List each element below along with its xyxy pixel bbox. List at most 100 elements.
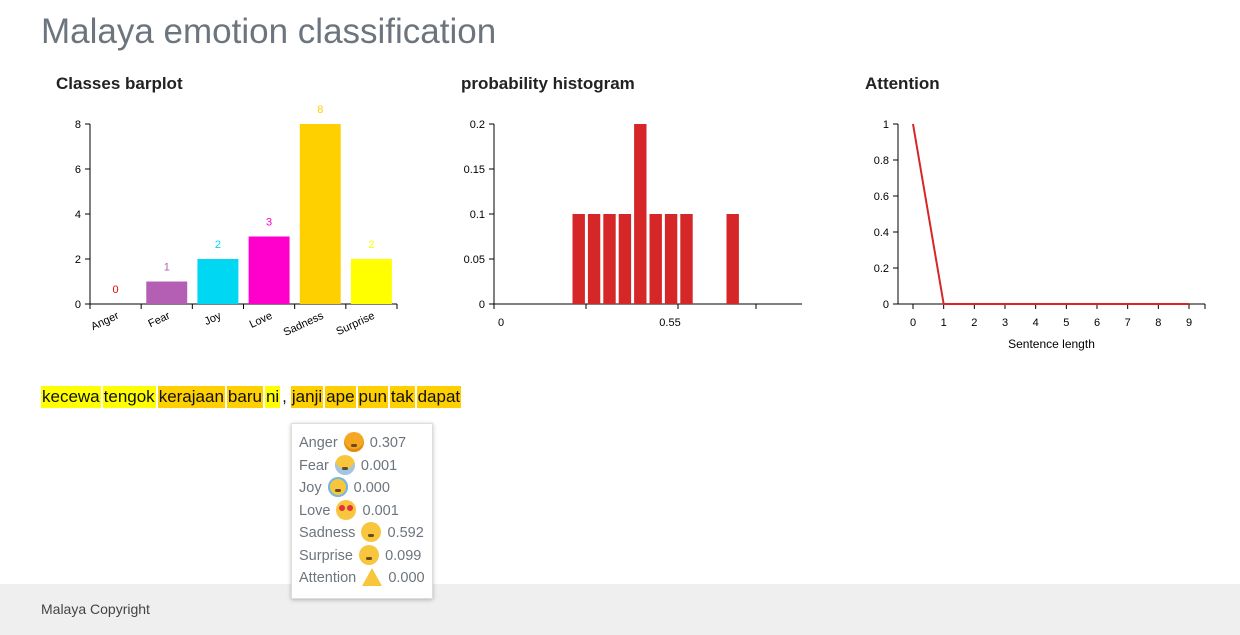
page-title: Malaya emotion classification [41,12,497,51]
hist-bar [587,214,601,304]
hist-y-tick-label: 0.2 [470,119,485,131]
tooltip-label: Joy [299,480,322,496]
sentence-word[interactable]: tak [389,386,415,408]
bar-chart-title: Classes barplot [56,74,183,93]
tooltip-value: 0.099 [385,547,422,564]
attn-x-tick-label: 2 [971,317,977,329]
tooltip-value: 0.001 [362,502,399,519]
attn-x-tick-label: 5 [1063,317,1069,329]
attention-title: Attention [865,74,940,93]
fearful-face-icon [334,454,355,475]
angry-face-icon [343,432,364,453]
attn-x-tick-label: 9 [1186,317,1192,329]
sentence-word[interactable]: ni [264,386,281,408]
bar-love [248,236,290,304]
sentence-punctuation: , [282,387,287,406]
attn-x-tick-label: 6 [1094,317,1100,329]
bar-y-tick-label: 8 [75,119,81,131]
tooltip-label: Sadness [299,525,356,541]
tooltip-label: Love [299,502,331,519]
histogram-title: probability histogram [461,74,635,93]
sentence-word[interactable]: kerajaan [157,386,225,408]
tooltip-value: 0.001 [360,457,398,474]
bar-data-label: 2 [368,239,374,251]
sentence-word[interactable]: ape [325,386,356,408]
hist-bar [664,214,678,304]
bar-fear [146,281,188,304]
highlighted-sentence: kecewa tengok kerajaan baru ni, janji ape pun ta… [41,386,463,408]
bar-joy [197,259,239,304]
tooltip-row-anger: Anger 0.307 [299,432,432,455]
footer-copyright: Malaya Copyright [41,601,150,617]
bar-y-tick-label: 0 [75,299,81,311]
attention-line-chart: 0 0.2 0.4 0.6 0.8 1 0 1 2 3 4 5 6 7 8 9 Sentence length [874,119,1206,351]
attn-x-tick-label: 4 [1033,317,1039,329]
hist-bar [603,214,616,304]
bar-y-tick-label: 6 [75,164,81,176]
attn-x-axis-label: Sentence length [1008,337,1095,351]
bar-data-label: 8 [317,104,323,116]
sad-face-icon [361,522,382,543]
hist-y-tick-label: 0.1 [470,209,485,221]
attn-series-line [912,123,1189,305]
attn-y-tick-label: 0.2 [874,263,889,275]
bar-surprise [350,259,392,304]
attn-y-tick-label: 0.4 [874,227,889,239]
hist-bar [618,214,632,304]
sentence-word[interactable]: tengok [102,386,156,408]
sentence-word[interactable]: janji [290,386,324,408]
tooltip-row-surprise: Surprise 0.099 [299,544,432,568]
classes-barplot: 024680Anger1Fear2Joy3Love8Sadness2Surpri… [75,104,398,339]
bar-data-label: 1 [164,262,170,274]
hist-y-tick-label: 0.15 [464,164,485,176]
attn-x-tick-label: 8 [1155,317,1161,329]
tooltip-row-love: Love 0.001 [299,499,432,523]
sentence-word[interactable]: baru [226,386,263,408]
attn-y-tick-label: 0.6 [874,191,889,203]
sentence-word[interactable]: dapat [416,386,462,408]
hist-bar [634,124,647,304]
attn-x-tick-label: 7 [1125,317,1131,329]
tooltip-label: Surprise [299,547,353,564]
hist-y-tick-label: 0 [479,299,485,311]
hist-bar [726,214,739,304]
hist-y-tick-label: 0.05 [464,254,485,266]
tooltip-value: 0.000 [388,570,425,586]
tooltip-value: 0.307 [369,435,407,451]
hist-bar [649,214,662,304]
tooltip-label: Anger [299,435,338,451]
warning-icon [362,568,383,587]
tears-of-joy-face-icon [327,477,348,498]
probability-histogram: 0 0.05 0.1 0.15 0.2 0 0.55 [464,119,802,329]
emotion-tooltip: Anger 0.307 Fear 0.001 Joy 0.000 Love 0.001… [291,423,433,599]
tooltip-label: Attention [299,570,357,586]
heart-eyes-face-icon [336,499,357,520]
hist-x-tick-label: 0 [498,317,504,329]
tooltip-row-attention: Attention 0.000 [299,567,432,590]
attn-y-tick-label: 0 [883,299,889,311]
tooltip-value: 0.000 [353,480,390,496]
attn-x-tick-label: 3 [1002,317,1008,329]
bar-data-label: 0 [113,284,119,296]
hist-x-tick-label: 0.55 [659,317,680,329]
bar-y-tick-label: 2 [75,254,81,266]
astonished-face-icon [359,544,380,565]
bar-y-tick-label: 4 [75,209,81,221]
tooltip-row-sadness: Sadness 0.592 [299,522,432,545]
tooltip-row-joy: Joy 0.000 [299,477,432,500]
bar-data-label: 3 [266,217,272,229]
attn-y-tick-label: 1 [883,119,889,131]
attn-y-tick-label: 0.8 [874,155,889,167]
tooltip-value: 0.592 [387,525,424,541]
sentence-word[interactable]: pun [357,386,388,408]
tooltip-label: Fear [299,457,329,474]
bar-data-label: 2 [215,239,221,251]
attn-x-tick-label: 1 [941,317,947,329]
tooltip-row-fear: Fear 0.001 [299,454,432,478]
footer: Malaya Copyright [0,584,1240,635]
attn-x-tick-label: 0 [910,317,916,329]
hist-bar [680,214,693,304]
bar-sadness [299,124,341,304]
sentence-word[interactable]: kecewa [41,386,101,408]
hist-bar [572,214,585,304]
